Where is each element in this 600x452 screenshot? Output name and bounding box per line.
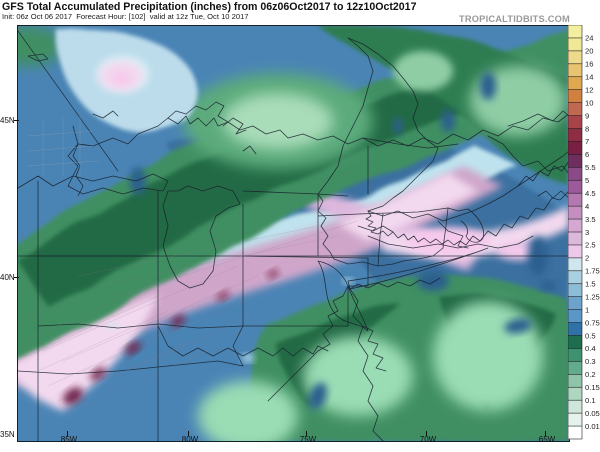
svg-text:4.5: 4.5 <box>585 189 596 198</box>
svg-text:0.5: 0.5 <box>585 331 596 340</box>
svg-text:10: 10 <box>585 98 593 107</box>
svg-text:5: 5 <box>585 176 589 185</box>
svg-text:1: 1 <box>585 305 589 314</box>
svg-text:0.1: 0.1 <box>585 396 596 405</box>
svg-text:0.15: 0.15 <box>585 383 600 392</box>
svg-text:1.25: 1.25 <box>585 292 600 301</box>
svg-text:0.4: 0.4 <box>585 344 596 353</box>
svg-text:5.5: 5.5 <box>585 163 596 172</box>
svg-text:1.5: 1.5 <box>585 280 596 289</box>
svg-text:6: 6 <box>585 150 589 159</box>
svg-text:3.5: 3.5 <box>585 215 596 224</box>
svg-text:0.75: 0.75 <box>585 318 600 327</box>
svg-text:14: 14 <box>585 73 593 82</box>
svg-text:0.01: 0.01 <box>585 422 600 431</box>
svg-text:0.05: 0.05 <box>585 409 600 418</box>
svg-text:16: 16 <box>585 60 593 69</box>
svg-text:2.5: 2.5 <box>585 241 596 250</box>
svg-text:0.3: 0.3 <box>585 357 596 366</box>
svg-text:7: 7 <box>585 137 589 146</box>
svg-text:2: 2 <box>585 254 589 263</box>
svg-text:20: 20 <box>585 47 593 56</box>
svg-text:0.2: 0.2 <box>585 370 596 379</box>
svg-text:1.75: 1.75 <box>585 267 600 276</box>
svg-text:9: 9 <box>585 111 589 120</box>
svg-text:8: 8 <box>585 124 589 133</box>
svg-text:3: 3 <box>585 228 589 237</box>
svg-text:12: 12 <box>585 85 593 94</box>
svg-text:4: 4 <box>585 202 589 211</box>
svg-text:24: 24 <box>585 34 593 43</box>
